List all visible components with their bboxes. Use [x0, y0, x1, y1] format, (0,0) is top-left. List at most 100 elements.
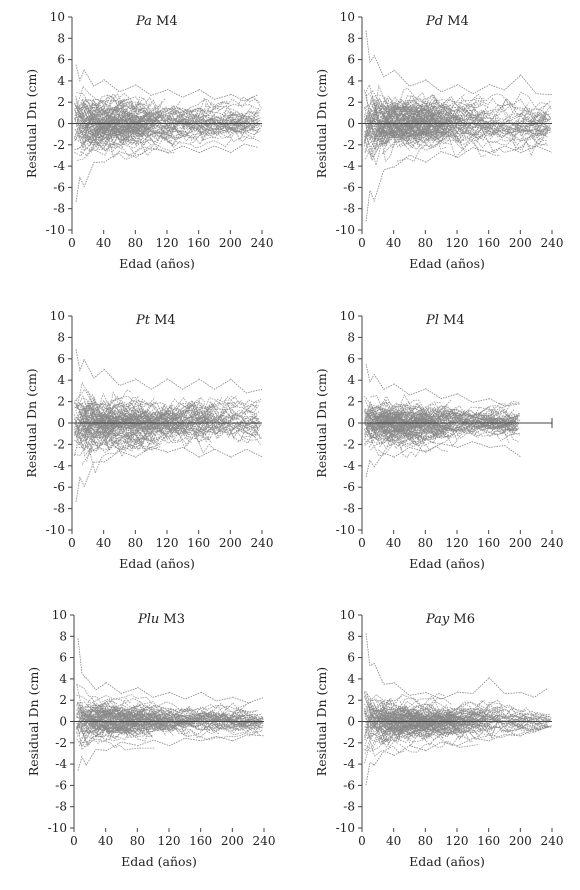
residual-trace	[246, 405, 259, 414]
residual-trace	[198, 708, 258, 723]
residual-trace	[218, 717, 263, 726]
residual-trace	[451, 405, 482, 414]
x-tick-label: 80	[128, 236, 143, 250]
y-tick-label: -8	[53, 502, 65, 516]
residual-extreme-trace	[365, 459, 375, 478]
residual-trace	[76, 402, 131, 427]
residual-trace	[370, 428, 424, 442]
residual-trace	[394, 699, 465, 720]
residual-trace	[421, 430, 451, 438]
residual-trace	[74, 93, 152, 120]
residual-trace	[426, 699, 489, 718]
residual-trace	[116, 720, 154, 739]
residual-series	[364, 83, 553, 167]
residual-extreme-trace	[456, 737, 489, 747]
residual-extreme-trace	[425, 741, 458, 752]
residual-trace	[74, 115, 107, 133]
residual-extreme-trace	[393, 154, 426, 168]
residual-trace	[450, 727, 482, 734]
residual-trace	[382, 712, 462, 730]
residual-extremes	[77, 638, 265, 771]
residual-extreme-trace	[373, 166, 394, 203]
residual-trace	[112, 100, 143, 113]
residual-extreme-trace	[166, 88, 199, 98]
residual-extreme-trace	[103, 79, 136, 93]
residual-extreme-trace	[488, 734, 521, 742]
residual-trace	[134, 409, 211, 425]
residual-trace	[429, 103, 488, 118]
residual-trace	[461, 115, 546, 134]
residual-extreme-trace	[135, 83, 168, 96]
y-tick-label: -10	[336, 821, 355, 835]
residual-trace	[447, 114, 474, 132]
x-tick-label: 240	[251, 236, 274, 250]
residual-trace	[81, 708, 125, 715]
residual-trace	[74, 434, 145, 457]
y-tick-label: -8	[343, 202, 355, 216]
residual-trace	[140, 425, 187, 444]
residual-trace	[506, 132, 548, 143]
residual-extreme-trace	[137, 686, 170, 698]
residual-trace	[174, 421, 225, 434]
residual-trace	[377, 715, 454, 733]
residual-trace	[403, 102, 439, 127]
residual-trace	[130, 396, 206, 430]
residual-trace	[494, 420, 517, 431]
residual-trace	[115, 724, 153, 737]
residual-trace	[471, 723, 516, 740]
residual-trace	[226, 716, 264, 724]
y-tick-label: -10	[46, 523, 65, 537]
residual-trace	[364, 416, 399, 432]
residual-trace	[244, 410, 258, 416]
residual-trace	[536, 128, 552, 132]
y-axis-label: Residual Dn (cm)	[314, 667, 329, 776]
residual-trace	[237, 108, 258, 120]
residual-trace	[405, 102, 482, 129]
residual-trace	[364, 410, 389, 428]
y-tick-label: -8	[53, 202, 65, 216]
residual-trace	[78, 136, 159, 157]
residual-trace	[75, 129, 118, 156]
y-tick-label: -4	[55, 757, 67, 771]
residual-trace	[87, 696, 147, 717]
residual-trace	[161, 119, 178, 131]
residual-trace	[364, 408, 426, 434]
residual-trace	[250, 118, 262, 126]
y-tick-label: -6	[55, 778, 67, 792]
residual-trace	[85, 422, 117, 436]
residual-trace	[173, 711, 211, 721]
residual-trace	[513, 91, 552, 111]
residual-trace	[396, 422, 437, 435]
y-tick-label: 6	[347, 53, 355, 67]
residual-trace	[364, 740, 405, 764]
residual-series	[76, 684, 264, 751]
residual-trace	[182, 122, 232, 134]
residual-trace	[422, 413, 510, 424]
residual-trace	[211, 111, 260, 120]
residual-trace	[176, 113, 243, 125]
residual-extreme-trace	[232, 696, 265, 704]
residual-extreme-trace	[198, 88, 231, 100]
residual-trace	[535, 123, 547, 128]
residual-trace	[125, 409, 194, 436]
residual-trace	[376, 715, 411, 729]
residual-trace	[483, 411, 518, 422]
residual-extreme-trace	[488, 445, 521, 458]
residual-extreme-trace	[75, 475, 85, 502]
residual-trace	[93, 127, 163, 152]
residual-trace	[514, 720, 552, 728]
residual-trace	[368, 405, 452, 423]
residual-trace	[364, 703, 385, 730]
residual-extreme-trace	[77, 755, 87, 771]
residual-trace	[147, 131, 233, 148]
residual-trace	[137, 410, 183, 423]
x-tick-label: 80	[128, 536, 143, 550]
residual-trace	[368, 428, 422, 448]
residual-trace	[74, 435, 108, 457]
x-tick-label: 40	[96, 236, 111, 250]
residual-trace	[169, 96, 253, 118]
residual-trace	[76, 721, 165, 736]
residual-trace	[370, 395, 412, 408]
residual-trace	[364, 421, 436, 447]
residual-trace	[75, 99, 121, 124]
